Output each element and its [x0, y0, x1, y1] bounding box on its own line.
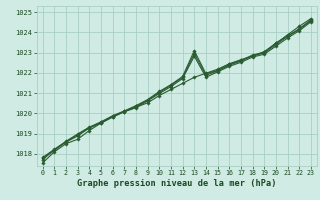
X-axis label: Graphe pression niveau de la mer (hPa): Graphe pression niveau de la mer (hPa): [77, 179, 276, 188]
